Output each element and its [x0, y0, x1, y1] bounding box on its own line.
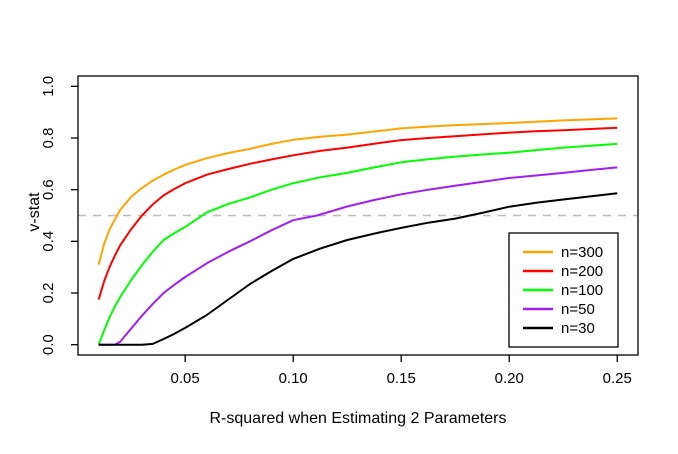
legend-label-n=200: n=200 [561, 263, 603, 280]
legend-label-n=50: n=50 [561, 301, 595, 318]
legend-label-n=30: n=30 [561, 320, 595, 337]
y-tick-label: 0.2 [40, 283, 57, 304]
curve-n=200 [97, 126, 618, 300]
x-tick-label: 0.10 [279, 370, 308, 387]
curve-n=30 [98, 192, 618, 346]
x-tick-label: 0.20 [495, 370, 524, 387]
x-tick-label: 0.15 [387, 370, 416, 387]
plot-area-border [77, 75, 639, 356]
x-tick-label: 0.05 [171, 370, 200, 387]
curve-n=300 [97, 117, 618, 265]
y-axis-label: v-stat [26, 192, 43, 232]
curve-n=100 [97, 142, 618, 346]
curve-n=50 [98, 166, 618, 346]
y-tick-label: 1.0 [40, 76, 57, 97]
x-tick-label: 0.25 [603, 370, 632, 387]
x-axis-label: R-squared when Estimating 2 Parameters [209, 410, 506, 427]
y-tick-label: 0.4 [40, 231, 57, 252]
y-tick-label: 0.6 [40, 179, 57, 200]
y-tick-label: 0.8 [40, 128, 57, 149]
y-tick-label: 0.0 [40, 334, 57, 355]
legend-label-n=300: n=300 [561, 244, 603, 261]
legend-label-n=100: n=100 [561, 282, 603, 299]
